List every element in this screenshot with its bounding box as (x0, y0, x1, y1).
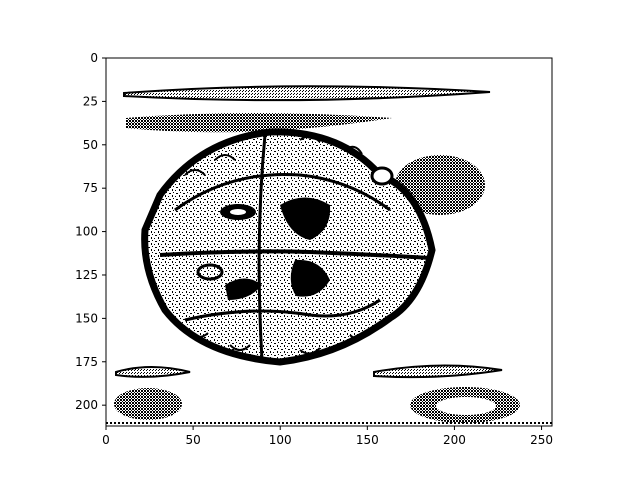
plot-frame (105, 57, 553, 427)
x-axis: 0 50 100 150 200 250 (102, 426, 553, 447)
x-tick-label: 150 (356, 433, 379, 447)
x-tick-label: 100 (269, 433, 292, 447)
heatmap-image (106, 58, 552, 426)
y-tick-label: 200 (75, 398, 98, 412)
y-tick-label: 125 (75, 268, 98, 282)
y-tick-label: 0 (90, 51, 98, 65)
x-tick-label: 250 (530, 433, 553, 447)
x-tick-label: 0 (102, 433, 110, 447)
y-tick-label: 175 (75, 355, 98, 369)
y-tick-label: 150 (75, 311, 98, 325)
y-tick-label: 100 (75, 225, 98, 239)
y-tick-label: 50 (83, 138, 98, 152)
x-tick-label: 50 (185, 433, 200, 447)
x-tick-label: 200 (443, 433, 466, 447)
y-axis: 0 25 50 75 100 125 150 175 200 (75, 51, 106, 412)
y-tick-label: 25 (83, 94, 98, 108)
y-tick-label: 75 (83, 181, 98, 195)
brain-section (141, 128, 436, 366)
